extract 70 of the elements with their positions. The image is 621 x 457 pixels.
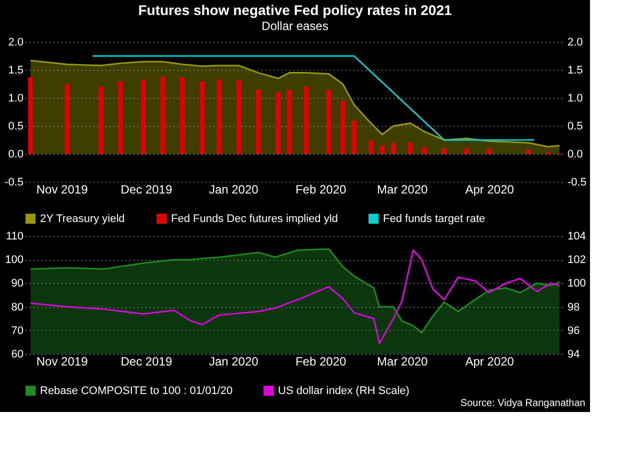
y2-tick-label: 94 — [568, 348, 580, 360]
x-tick-label: Nov 2019 — [36, 182, 88, 196]
bar — [390, 142, 396, 154]
y2-tick-label: 104 — [568, 230, 586, 242]
y-tick-label: 1.0 — [8, 92, 24, 104]
x-tick-label: Apr 2020 — [465, 182, 514, 196]
bar — [442, 148, 447, 154]
y-tick-label: 90 — [11, 278, 24, 290]
y2-tick-label: -0.5 — [568, 176, 586, 188]
y-tick-label: 1.5 — [8, 64, 24, 76]
y-tick-label: 80 — [11, 301, 24, 314]
x-tick-label: Apr 2020 — [465, 354, 514, 368]
bar — [422, 147, 427, 154]
bar — [408, 142, 413, 154]
bar — [526, 150, 531, 154]
bar — [368, 140, 374, 154]
y2-tick-label: 102 — [568, 254, 586, 266]
bar — [352, 120, 357, 154]
source-note: Source: Vidya Ranganathan — [460, 398, 586, 409]
chart-title: Futures show negative Fed policy rates in 2021 — [138, 2, 452, 18]
y2-tick-label: 0.5 — [568, 120, 583, 132]
y-tick-label: 70 — [11, 324, 24, 337]
y-tick-label: 2.0 — [8, 36, 24, 48]
x-tick-label: Nov 2019 — [36, 354, 88, 368]
y-tick-label: -0.5 — [4, 176, 24, 188]
bar — [340, 100, 346, 154]
x-tick-label: Mar 2020 — [377, 354, 428, 368]
y-tick-label: 60 — [11, 348, 24, 360]
y2-tick-label: 0.0 — [568, 148, 583, 160]
bar — [286, 90, 292, 154]
chart-subtitle: Dollar eases — [262, 19, 328, 33]
x-tick-label: Feb 2020 — [295, 182, 346, 196]
bar — [256, 90, 261, 154]
bar — [486, 148, 492, 154]
bar — [216, 80, 222, 154]
bar — [326, 90, 332, 154]
y-tick-label: 110 — [6, 230, 24, 242]
legend-label: Fed funds target rate — [383, 212, 486, 225]
y2-tick-label: 1.5 — [568, 64, 583, 76]
legend-label: Rebase COMPOSITE to 100 : 01/01/20 — [40, 384, 233, 397]
legend-label: Fed Funds Dec futures implied yld — [171, 212, 338, 225]
bar — [200, 81, 205, 154]
x-tick-label: Dec 2019 — [120, 354, 172, 368]
x-tick-label: Jan 2020 — [208, 354, 259, 368]
legend-label: 2Y Treasury yield — [40, 212, 125, 225]
bar — [160, 76, 166, 154]
bar — [140, 80, 146, 154]
bar — [28, 77, 34, 154]
y-tick-label: 0.0 — [8, 148, 24, 160]
x-tick-label: Mar 2020 — [377, 182, 428, 196]
bar — [64, 84, 70, 154]
bar — [180, 77, 185, 154]
bar — [464, 148, 470, 154]
x-tick-label: Jan 2020 — [208, 182, 259, 196]
y2-tick-label: 100 — [568, 278, 586, 290]
y-tick-label: 100 — [5, 254, 24, 266]
legend-label: US dollar index (RH Scale) — [278, 384, 410, 397]
y2-tick-label: 96 — [568, 324, 580, 337]
y2-tick-label: 2.0 — [568, 36, 583, 48]
bar — [236, 80, 242, 154]
y-tick-label: 0.5 — [8, 120, 24, 132]
bar — [380, 146, 385, 154]
y2-tick-label: 98 — [568, 301, 580, 314]
bar — [118, 81, 124, 154]
bar — [98, 86, 104, 154]
x-tick-label: Feb 2020 — [295, 354, 346, 368]
bar — [304, 86, 309, 154]
bar — [276, 92, 281, 154]
y2-tick-label: 1.0 — [568, 92, 583, 104]
x-tick-label: Dec 2019 — [120, 182, 172, 196]
